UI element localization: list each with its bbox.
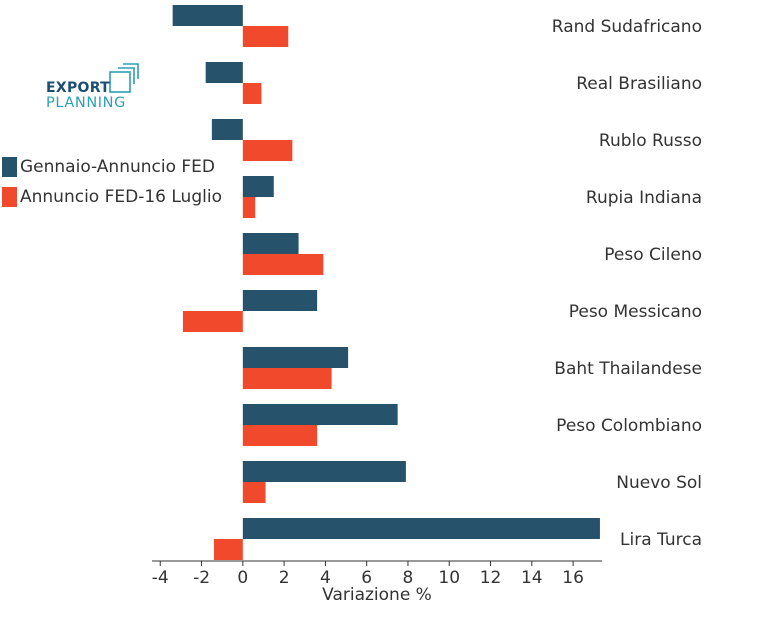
- bar-series-2-peso-messicano: [182, 311, 243, 332]
- export-planning-logo: EXPORT PLANNING: [46, 62, 146, 114]
- bar-series-2-real-brasiliano: [242, 83, 262, 104]
- category-label: Real Brasiliano: [576, 74, 702, 94]
- category-label: Peso Colombiano: [556, 416, 702, 436]
- logo-text-export: EXPORT: [46, 80, 111, 96]
- bar-series-2-lira-turca: [213, 539, 243, 560]
- x-tick-label: 10: [438, 568, 460, 588]
- legend-label-series-2: Annuncio FED-16 Luglio: [20, 187, 222, 207]
- bar-series-2-rand-sudafricano: [242, 26, 289, 47]
- bar-series-1-baht-thailandese: [242, 347, 349, 368]
- x-tick-label: 8: [403, 568, 414, 588]
- x-tick-label: -4: [152, 568, 169, 588]
- export-planning-logo-mark-icon: [109, 63, 139, 93]
- bar-series-1-lira-turca: [242, 518, 600, 539]
- x-axis-title: Variazione %: [322, 585, 432, 605]
- legend-item-series-1: Gennaio-Annuncio FED: [2, 152, 222, 182]
- bar-series-1-peso-colombiano: [242, 404, 398, 425]
- legend-swatch-series-1: [2, 157, 17, 177]
- bar-series-1-real-brasiliano: [205, 62, 243, 83]
- x-tick-label: 12: [480, 568, 502, 588]
- bar-series-1-nuevo-sol: [242, 461, 406, 482]
- x-tick-label: -2: [193, 568, 210, 588]
- category-label: Lira Turca: [620, 530, 702, 550]
- legend-item-series-2: Annuncio FED-16 Luglio: [2, 182, 222, 212]
- x-tick-label: 2: [279, 568, 290, 588]
- category-label: Rublo Russo: [599, 131, 702, 151]
- bar-series-2-baht-thailandese: [242, 368, 332, 389]
- x-axis: -4 -2 0 2 4 6 8 10 12 14 16: [152, 560, 602, 588]
- category-labels: Rand Sudafricano Real Brasiliano Rublo Rus…: [552, 17, 702, 550]
- x-tick-label: 6: [361, 568, 372, 588]
- bar-series-2-peso-cileno: [242, 254, 324, 275]
- x-tick-label: 4: [320, 568, 331, 588]
- bar-series-1-rupia-indiana: [242, 176, 274, 197]
- category-label: Peso Messicano: [569, 302, 702, 322]
- bar-series-1-peso-messicano: [242, 290, 318, 311]
- category-label: Baht Thailandese: [554, 359, 702, 379]
- category-label: Rand Sudafricano: [552, 17, 702, 37]
- bar-series-2-peso-colombiano: [242, 425, 318, 446]
- bars-layer: [172, 5, 600, 560]
- category-label: Nuevo Sol: [616, 473, 702, 493]
- x-tick-label: 14: [521, 568, 543, 588]
- category-label: Peso Cileno: [604, 245, 702, 265]
- bar-series-1-rand-sudafricano: [172, 5, 243, 26]
- bar-series-1-rublo-russo: [211, 119, 243, 140]
- x-tick-label: 0: [237, 568, 248, 588]
- category-label: Rupia Indiana: [586, 188, 702, 208]
- x-tick-label: 16: [562, 568, 584, 588]
- logo-text-planning: PLANNING: [46, 95, 126, 111]
- bar-series-2-rublo-russo: [242, 140, 293, 161]
- legend-label-series-1: Gennaio-Annuncio FED: [20, 157, 216, 177]
- bar-series-2-nuevo-sol: [242, 482, 266, 503]
- legend: Gennaio-Annuncio FED Annuncio FED-16 Lug…: [2, 152, 222, 212]
- bar-series-1-peso-cileno: [242, 233, 299, 254]
- legend-swatch-series-2: [2, 187, 17, 207]
- bar-series-2-rupia-indiana: [242, 197, 256, 218]
